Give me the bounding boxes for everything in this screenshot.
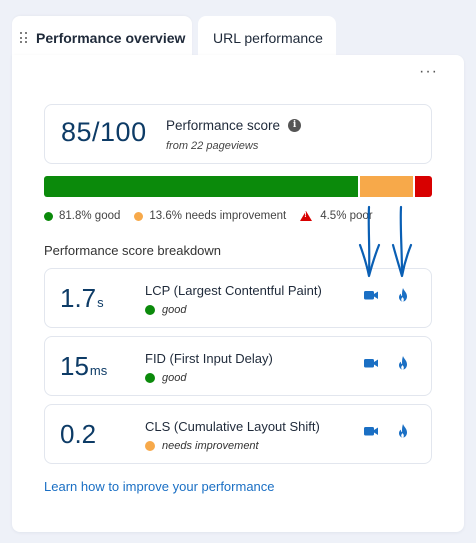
status-label: needs improvement — [162, 440, 259, 452]
good-segment — [44, 176, 359, 197]
metric-number: 15 — [60, 351, 89, 381]
legend-poor: 4.5% poor — [300, 210, 373, 222]
needs-improvement-segment — [360, 176, 413, 197]
performance-card: ··· 85/100 Performance score i from 22 p… — [12, 55, 464, 532]
metric-status: good — [145, 304, 186, 316]
metric-number: 1.7 — [60, 283, 97, 313]
more-options-button[interactable]: ··· — [419, 63, 438, 80]
legend-needs-improvement: 13.6% needs improvement — [134, 210, 286, 222]
metric-status: good — [145, 372, 186, 384]
score-title: Performance score i — [166, 118, 302, 133]
metric-value: 1.7s — [60, 283, 104, 314]
metric-status: needs improvement — [145, 440, 259, 452]
warning-icon — [300, 211, 313, 221]
legend-good: 81.8% good — [44, 210, 120, 222]
status-dot-icon — [145, 373, 155, 383]
legend-poor-label: 4.5% poor — [320, 210, 373, 222]
metric-card-fid: 15ms FID (First Input Delay) good — [44, 336, 432, 396]
score-title-text: Performance score — [166, 118, 281, 133]
needs-improvement-dot-icon — [134, 211, 144, 221]
breakdown-title: Performance score breakdown — [44, 243, 222, 258]
camera-icon[interactable] — [363, 423, 379, 439]
poor-segment — [414, 176, 432, 197]
camera-icon[interactable] — [363, 355, 379, 371]
tab-performance-overview[interactable]: Performance overview — [12, 16, 192, 60]
metric-unit: s — [97, 295, 104, 310]
flame-icon[interactable] — [395, 423, 411, 439]
metric-value: 15ms — [60, 351, 107, 382]
flame-icon[interactable] — [395, 287, 411, 303]
metric-unit: ms — [89, 363, 108, 378]
legend-good-label: 81.8% good — [59, 210, 121, 222]
metric-name: CLS (Cumulative Layout Shift) — [145, 419, 320, 434]
drag-handle-icon[interactable] — [20, 32, 28, 44]
flame-icon[interactable] — [395, 355, 411, 371]
learn-more-link[interactable]: Learn how to improve your performance — [44, 479, 275, 494]
tab-label: URL performance — [213, 30, 323, 46]
status-label: good — [162, 372, 187, 384]
info-icon[interactable]: i — [288, 119, 302, 132]
status-dot-icon — [145, 305, 155, 315]
metric-name: FID (First Input Delay) — [145, 351, 273, 366]
distribution-legend: 81.8% good 13.6% needs improvement 4.5% … — [44, 209, 387, 223]
status-label: good — [162, 304, 187, 316]
status-dot-icon — [145, 441, 155, 451]
metric-value: 0.2 — [60, 419, 97, 450]
legend-ni-label: 13.6% needs improvement — [149, 210, 287, 222]
tab-label: Performance overview — [36, 30, 186, 46]
tab-url-performance[interactable]: URL performance — [198, 16, 336, 60]
pageviews-subtitle: from 22 pageviews — [166, 140, 259, 152]
metric-number: 0.2 — [60, 419, 97, 449]
metric-card-cls: 0.2 CLS (Cumulative Layout Shift) needs … — [44, 404, 432, 464]
camera-icon[interactable] — [363, 287, 379, 303]
score-summary: 85/100 Performance score i from 22 pagev… — [44, 104, 432, 164]
score-distribution-bar — [44, 176, 432, 197]
good-dot-icon — [44, 211, 53, 221]
metric-card-lcp: 1.7s LCP (Largest Contentful Paint) good — [44, 268, 432, 328]
performance-score-value: 85/100 — [61, 117, 147, 147]
metric-name: LCP (Largest Contentful Paint) — [145, 283, 322, 298]
